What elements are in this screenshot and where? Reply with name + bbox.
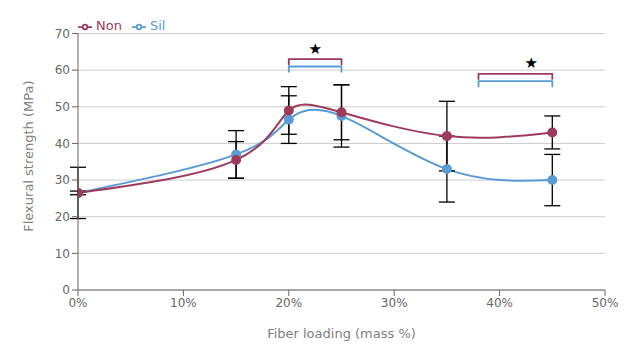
svg-text:10%: 10%: [170, 296, 197, 310]
svg-text:20%: 20%: [275, 296, 302, 310]
svg-text:50%: 50%: [592, 296, 619, 310]
svg-text:40: 40: [55, 137, 70, 151]
svg-text:0%: 0%: [68, 296, 87, 310]
svg-text:50: 50: [55, 100, 70, 114]
svg-text:60: 60: [55, 63, 70, 77]
svg-text:Fiber loading (mass %): Fiber loading (mass %): [267, 326, 416, 341]
svg-text:★: ★: [524, 54, 537, 72]
svg-text:30: 30: [55, 173, 70, 187]
svg-text:30%: 30%: [381, 296, 408, 310]
svg-text:★: ★: [308, 40, 321, 58]
html-text:Non: Non: [96, 18, 122, 33]
svg-text:40%: 40%: [486, 296, 513, 310]
svg-text:10: 10: [55, 247, 70, 261]
svg-text:Flexural strength (MPa): Flexural strength (MPa): [21, 80, 36, 231]
svg-text:0: 0: [62, 283, 70, 297]
svg-text:20: 20: [55, 210, 70, 224]
html-text:Sil: Sil: [149, 18, 166, 33]
svg-text:70: 70: [55, 27, 70, 41]
